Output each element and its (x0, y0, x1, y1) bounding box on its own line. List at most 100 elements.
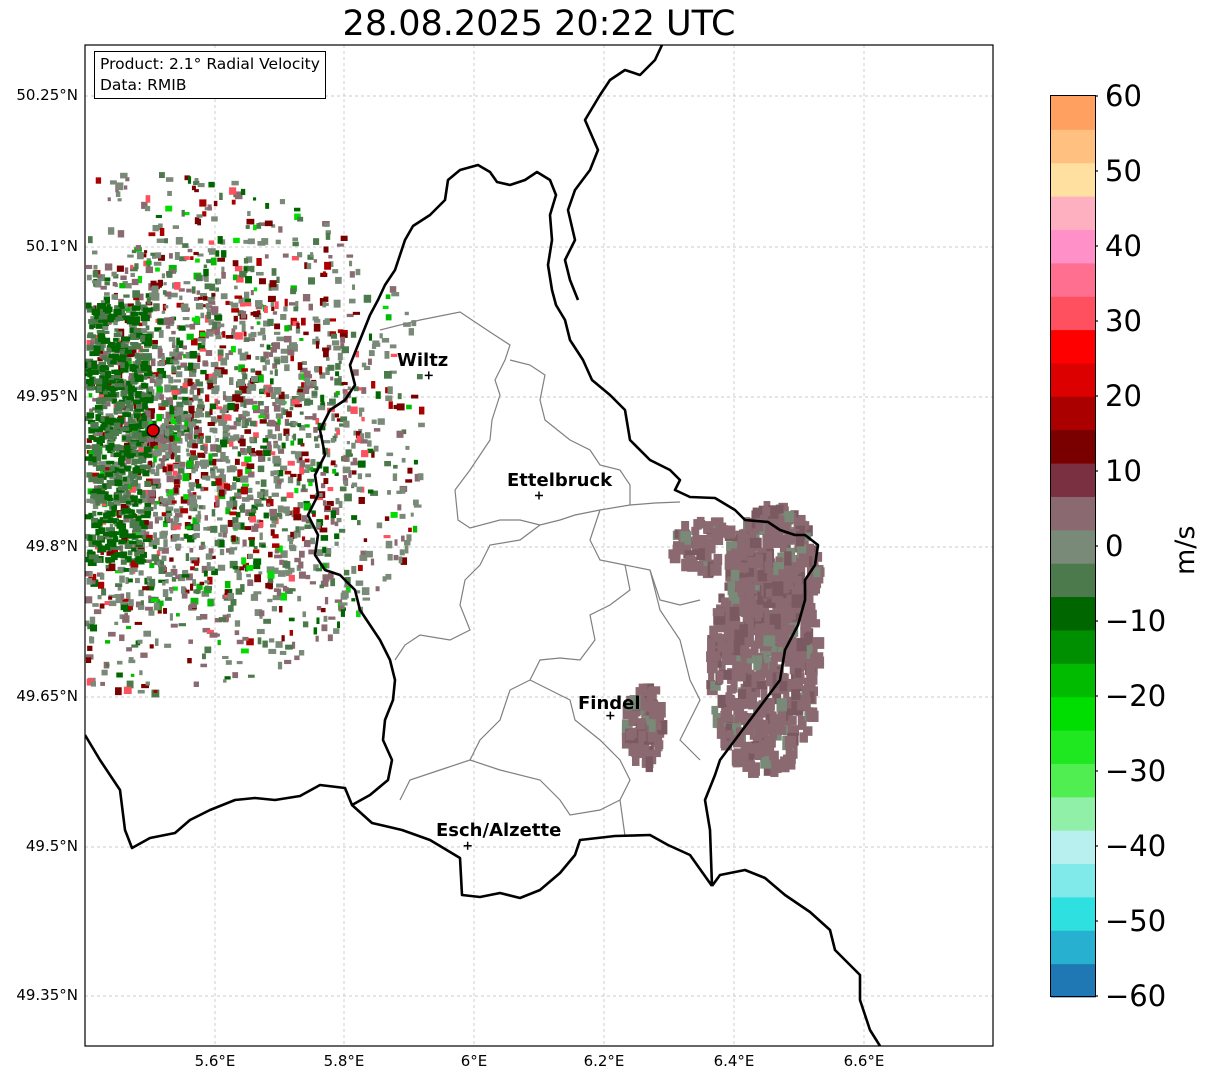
colorbar-tick-label: −50 (1105, 904, 1167, 938)
echo-pixel (195, 514, 202, 520)
echo-pixel (119, 496, 128, 504)
echo-pixel (157, 318, 164, 325)
echo-pixel (283, 394, 290, 399)
echo-pixel (365, 473, 372, 478)
echo-pixel (174, 484, 181, 488)
echo-pixel (132, 526, 142, 532)
echo-pixel (270, 516, 278, 521)
echo-pixel (221, 271, 226, 279)
echo-pixel (302, 621, 309, 628)
echo-pixel (164, 643, 172, 648)
echo-pixel (289, 342, 298, 350)
echo-pixel (165, 506, 174, 511)
echo-pixel (149, 462, 156, 468)
echo-pixel (131, 547, 137, 552)
echo-pixel (716, 670, 724, 684)
echo-pixel (269, 280, 277, 288)
echo-pixel (389, 286, 397, 293)
echo-pixel (272, 363, 278, 369)
echo-pixel (168, 264, 177, 273)
echo-pixel (759, 641, 772, 652)
echo-pixel (195, 315, 200, 324)
echo-pixel (327, 364, 335, 371)
echo-pixel (657, 720, 668, 735)
echo-pixel (338, 500, 343, 509)
echo-pixel (256, 519, 262, 524)
echo-pixel (274, 369, 278, 376)
echo-pixel (713, 609, 723, 625)
echo-pixel (258, 415, 266, 419)
echo-pixel (162, 303, 167, 311)
echo-pixel (131, 381, 138, 385)
echo-pixel (348, 298, 356, 304)
colorbar-segment (1051, 930, 1096, 965)
echo-pixel (242, 373, 248, 380)
echo-pixel (299, 526, 305, 531)
echo-pixel (696, 546, 706, 561)
echo-pixel (133, 372, 138, 378)
echo-pixel (782, 646, 790, 657)
echo-pixel (123, 568, 131, 572)
echo-pixel (237, 378, 246, 387)
echo-pixel (106, 421, 112, 428)
echo-pixel (169, 401, 173, 409)
echo-pixel (199, 435, 203, 444)
echo-pixel (88, 445, 94, 449)
echo-pixel (133, 541, 138, 549)
echo-pixel (287, 476, 294, 484)
echo-pixel (398, 556, 403, 564)
echo-pixel (297, 595, 302, 602)
echo-pixel (165, 357, 174, 365)
echo-pixel (394, 539, 398, 546)
echo-pixel (247, 238, 255, 245)
echo-pixel (86, 383, 94, 391)
echo-pixel (183, 494, 190, 500)
echo-pixel (118, 342, 125, 348)
echo-pixel (344, 584, 351, 588)
echo-pixel (287, 324, 293, 331)
echo-pixel (738, 533, 746, 550)
echo-pixel (151, 554, 160, 562)
echo-pixel (189, 506, 194, 511)
echo-pixel (315, 568, 323, 572)
echo-pixel (784, 540, 791, 554)
echo-pixel (246, 354, 251, 360)
lon-tick-label: 6°E (460, 1052, 488, 1070)
echo-pixel (197, 452, 206, 458)
echo-pixel (188, 405, 195, 414)
echo-pixel (173, 405, 177, 412)
echo-pixel (313, 564, 319, 571)
echo-pixel (208, 453, 213, 460)
colorbar-segment (1051, 463, 1096, 497)
echo-pixel (253, 224, 257, 231)
echo-pixel (735, 661, 744, 672)
echo-pixel (320, 472, 326, 476)
echo-pixel (760, 732, 769, 743)
echo-pixel (116, 660, 123, 665)
echo-pixel (114, 473, 119, 480)
echo-pixel (184, 413, 193, 418)
echo-pixel (121, 508, 131, 514)
echo-pixel (325, 232, 331, 240)
echo-pixel (194, 411, 200, 418)
echo-pixel (88, 476, 98, 483)
echo-pixel (277, 418, 281, 425)
echo-pixel (259, 419, 267, 424)
echo-pixel (246, 401, 254, 405)
echo-pixel (92, 386, 99, 391)
echo-pixel (128, 423, 138, 431)
echo-pixel (88, 393, 93, 398)
echo-pixel (755, 569, 768, 582)
echo-pixel (191, 338, 198, 346)
echo-pixel (367, 489, 374, 494)
echo-pixel (154, 438, 160, 443)
echo-pixel (127, 550, 133, 556)
echo-pixel (203, 264, 208, 268)
echo-pixel (379, 333, 383, 339)
echo-pixel (122, 303, 128, 309)
echo-pixel (228, 350, 234, 356)
echo-pixel (288, 617, 295, 622)
colorbar-tick-label: 40 (1105, 229, 1142, 263)
echo-pixel (157, 367, 165, 375)
echo-pixel (159, 531, 168, 539)
